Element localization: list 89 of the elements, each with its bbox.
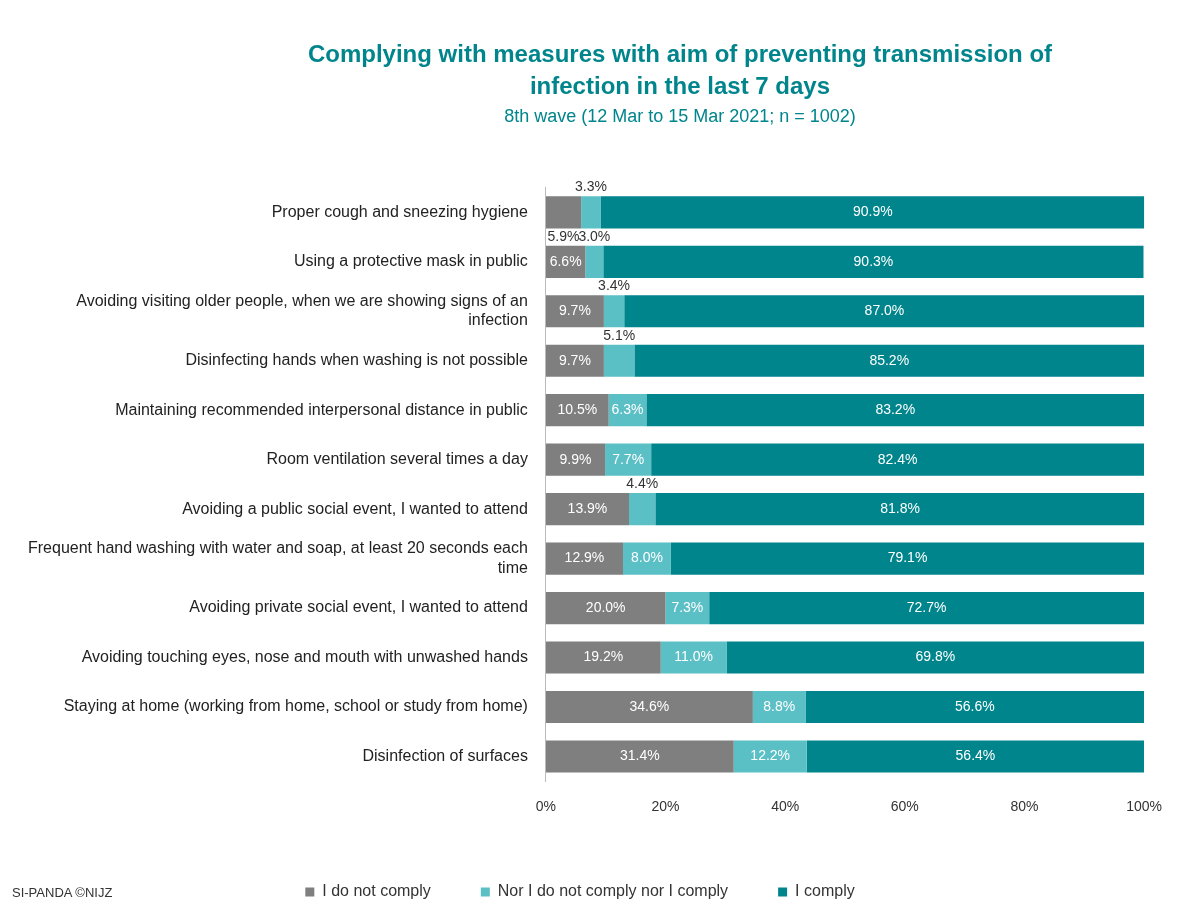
bar [581, 196, 601, 229]
bar [646, 394, 1145, 427]
bar [545, 542, 624, 575]
chart-subtitle: 8th wave (12 Mar to 15 Mar 2021; n = 1002) [503, 106, 857, 127]
x-tick-label: 100% [1126, 798, 1162, 815]
bar [670, 542, 1145, 575]
bar [545, 591, 666, 625]
y-tick-label: Avoiding a public social event, I wanted to attend [182, 499, 528, 517]
data-label: 34.6% [629, 697, 670, 714]
data-label: 82.4% [877, 450, 918, 467]
data-label: 72.7% [906, 598, 947, 615]
data-label: 6.3% [611, 401, 644, 418]
data-label: 9.7% [558, 351, 591, 368]
x-tick-label: 20% [651, 798, 680, 815]
data-label: 7.7% [612, 450, 645, 467]
bar [634, 344, 1145, 377]
chart-title: Complying with measures with aim of preventing transmission of infection in the last 7 days [306, 39, 1054, 101]
data-label: 3.0% [578, 227, 611, 244]
bar [545, 493, 630, 526]
data-label: 5.1% [603, 326, 636, 343]
bar [605, 443, 652, 476]
bar [545, 641, 661, 674]
y-tick-label: Using a protective mask in public [293, 252, 528, 270]
x-tick-label: 40% [771, 798, 800, 815]
data-label: 8.8% [763, 697, 796, 714]
bar [651, 443, 1145, 476]
data-label: 3.3% [575, 178, 607, 195]
bar [545, 196, 582, 229]
data-label: 81.8% [880, 499, 920, 516]
x-tick-label: 80% [1010, 798, 1039, 815]
y-tick-label: Staying at home (working from home, school or study from home) [63, 697, 528, 715]
bar [660, 641, 727, 674]
legend-label: Nor I do not comply nor I comply [497, 882, 729, 900]
data-label: 7.3% [671, 598, 704, 615]
y-tick-label: Frequent hand washing with water and soap, at least 20 seconds each time [28, 539, 528, 576]
data-label: 3.4% [598, 277, 631, 294]
x-tick-label: 0% [535, 798, 556, 815]
bar [624, 295, 1145, 328]
y-tick-label: Proper cough and sneezing hygiene [271, 202, 528, 220]
data-label: 56.4% [955, 747, 996, 764]
legend-label: I comply [795, 882, 855, 900]
y-tick-label: Avoiding private social event, I wanted to attend [189, 598, 528, 616]
bar [805, 690, 1145, 724]
data-label: 12.2% [750, 747, 791, 764]
data-label: 12.9% [564, 549, 605, 566]
y-tick-label: Room ventilation several times a day [266, 450, 528, 468]
data-label: 90.9% [852, 203, 893, 220]
data-label: 20.0% [585, 598, 626, 615]
bar [629, 493, 656, 526]
data-label: 83.2% [875, 401, 916, 418]
y-tick-label: Maintaining recommended interpersonal distance in public [115, 400, 528, 418]
bar [733, 740, 807, 773]
y-tick-label: Disinfecting hands when washing is not possible [185, 351, 528, 369]
y-tick-label: Avoiding touching eyes, nose and mouth with unwashed hands [81, 647, 528, 665]
data-label: 56.6% [954, 697, 995, 714]
bar [603, 295, 625, 328]
bar [655, 493, 1145, 526]
data-label: 4.4% [626, 474, 659, 491]
bar [603, 245, 1144, 278]
data-label: 9.7% [558, 302, 591, 319]
data-label: 85.2% [869, 351, 910, 368]
legend-label: I do not comply [322, 882, 431, 900]
bar [806, 740, 1145, 773]
y-tick-label: Disinfection of surfaces [362, 746, 528, 764]
bar [545, 690, 753, 724]
data-label: 69.8% [915, 648, 956, 665]
text: SI-PANDA ©NIJZ [12, 885, 113, 900]
data-label: 13.9% [567, 499, 608, 516]
data-label: 31.4% [619, 747, 660, 764]
data-label: 87.0% [864, 302, 905, 319]
bar [585, 245, 604, 278]
data-label: 9.9% [559, 450, 592, 467]
y-tick-label: Avoiding visiting older people, when we are showing signs of an infection [76, 292, 528, 329]
x-tick-label: 60% [890, 798, 919, 815]
data-label: 19.2% [583, 648, 624, 665]
data-label: 6.6% [549, 252, 582, 269]
bar [726, 641, 1145, 674]
data-label: 8.0% [631, 549, 663, 566]
bar [709, 591, 1145, 625]
data-label: 5.9% [547, 228, 580, 245]
bar [545, 740, 734, 773]
bar [600, 196, 1145, 229]
data-label: 79.1% [887, 549, 928, 566]
data-label: 90.3% [853, 252, 894, 269]
data-label: 10.5% [557, 401, 598, 418]
bar [545, 344, 604, 377]
bar [545, 295, 604, 328]
bar [603, 344, 635, 377]
data-label: 11.0% [674, 648, 713, 665]
